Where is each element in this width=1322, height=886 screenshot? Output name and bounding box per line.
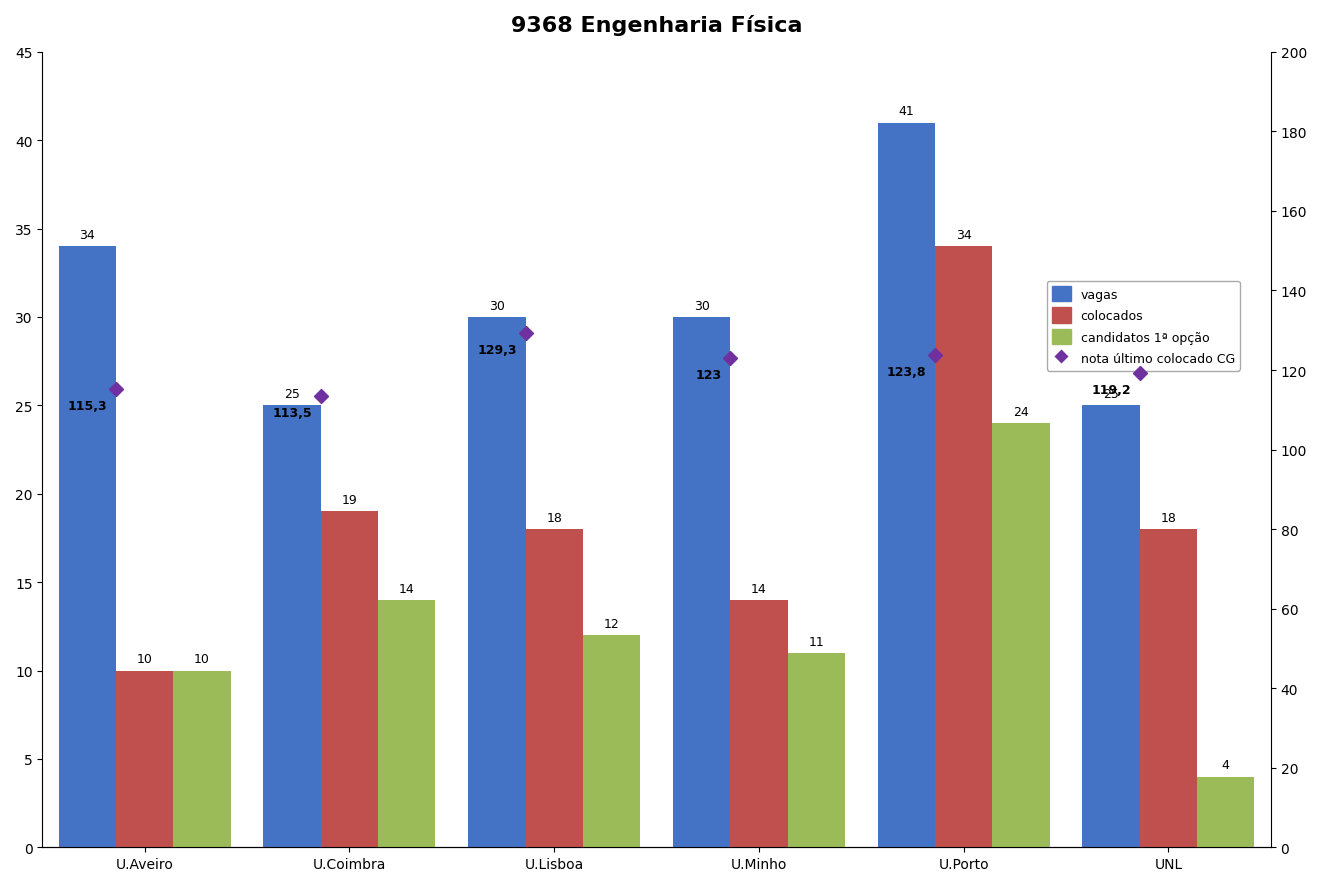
Text: 129,3: 129,3: [477, 344, 517, 356]
Title: 9368 Engenharia Física: 9368 Engenharia Física: [510, 15, 802, 36]
Text: 14: 14: [399, 582, 415, 595]
Text: 41: 41: [899, 105, 915, 118]
Text: 30: 30: [489, 299, 505, 313]
Text: 10: 10: [136, 652, 152, 665]
Bar: [378, 600, 435, 847]
Bar: [58, 247, 116, 847]
Bar: [993, 424, 1050, 847]
Bar: [1140, 530, 1198, 847]
Text: 34: 34: [79, 229, 95, 242]
Bar: [730, 600, 788, 847]
Text: 25: 25: [1103, 387, 1118, 400]
Text: 25: 25: [284, 387, 300, 400]
Text: 24: 24: [1013, 405, 1029, 418]
Text: 10: 10: [194, 652, 210, 665]
Bar: [1198, 777, 1255, 847]
Text: 14: 14: [751, 582, 767, 595]
Bar: [526, 530, 583, 847]
Text: 119,2: 119,2: [1092, 384, 1132, 397]
Text: 115,3: 115,3: [67, 400, 107, 412]
Bar: [321, 512, 378, 847]
Text: 12: 12: [604, 618, 620, 630]
Bar: [173, 671, 231, 847]
Text: 30: 30: [694, 299, 710, 313]
Text: 113,5: 113,5: [272, 407, 312, 419]
Text: 18: 18: [1161, 511, 1177, 525]
Text: 11: 11: [808, 634, 824, 648]
Bar: [116, 671, 173, 847]
Bar: [1083, 406, 1140, 847]
Text: 19: 19: [341, 494, 357, 507]
Legend: vagas, colocados, candidatos 1ª opção, nota último colocado CG: vagas, colocados, candidatos 1ª opção, n…: [1047, 282, 1240, 371]
Bar: [935, 247, 993, 847]
Text: 123,8: 123,8: [887, 365, 927, 378]
Bar: [878, 123, 935, 847]
Text: 123: 123: [695, 369, 722, 382]
Bar: [263, 406, 321, 847]
Bar: [468, 317, 526, 847]
Bar: [788, 653, 845, 847]
Bar: [673, 317, 730, 847]
Bar: [583, 635, 640, 847]
Text: 4: 4: [1222, 758, 1229, 772]
Text: 18: 18: [546, 511, 562, 525]
Text: 34: 34: [956, 229, 972, 242]
